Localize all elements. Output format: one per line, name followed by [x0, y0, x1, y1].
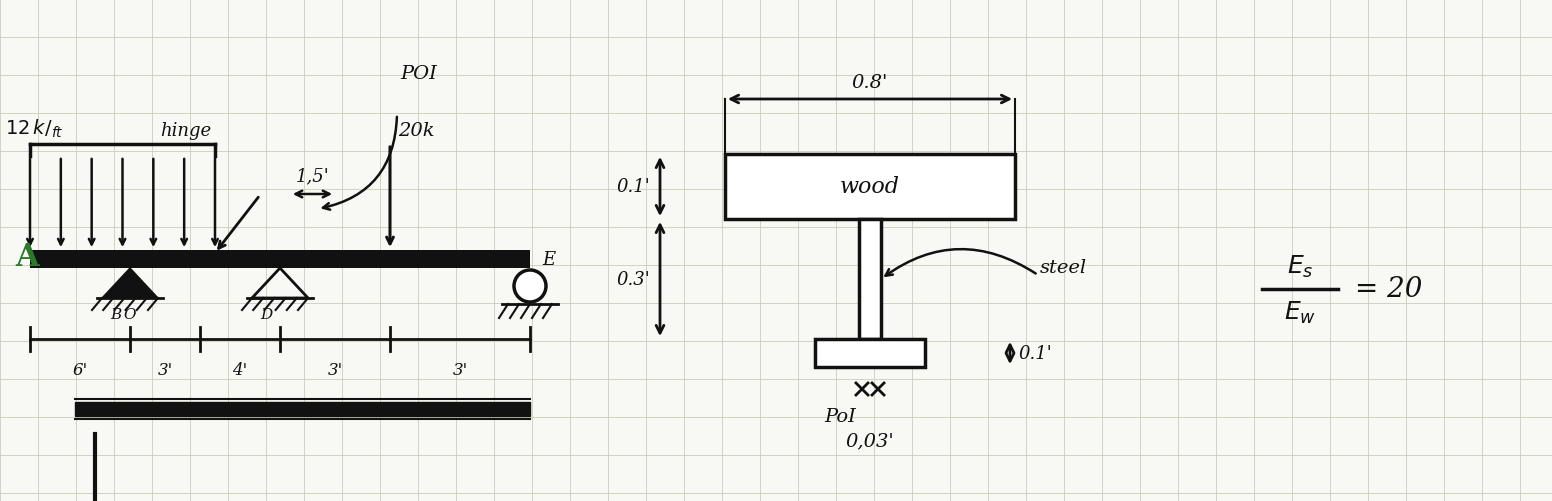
- Text: 0,03': 0,03': [846, 431, 894, 449]
- Circle shape: [514, 271, 546, 303]
- Text: $E_w$: $E_w$: [1284, 300, 1316, 326]
- Bar: [725, 155, 1015, 219]
- Text: 0.1': 0.1': [616, 178, 650, 196]
- Text: 3': 3': [157, 361, 172, 378]
- Polygon shape: [102, 269, 158, 299]
- Text: $E_s$: $E_s$: [1287, 254, 1313, 280]
- Text: C: C: [244, 253, 256, 267]
- Text: O: O: [124, 308, 137, 321]
- Text: 0.3': 0.3': [616, 271, 650, 289]
- Text: = 20: = 20: [1355, 276, 1422, 303]
- Bar: [74, 402, 529, 416]
- Text: 6': 6': [73, 361, 87, 378]
- Text: 0.8': 0.8': [852, 74, 888, 92]
- Text: POI: POI: [400, 65, 436, 83]
- Text: A: A: [16, 242, 39, 273]
- Text: $12\,k/_{ft}$: $12\,k/_{ft}$: [5, 117, 64, 140]
- Bar: [29, 250, 529, 269]
- Text: E: E: [542, 250, 556, 269]
- Text: D: D: [259, 308, 272, 321]
- Text: 4': 4': [233, 361, 248, 378]
- Text: wood: wood: [840, 176, 900, 198]
- Text: steel: steel: [1040, 259, 1086, 277]
- FancyArrowPatch shape: [323, 118, 397, 210]
- Bar: [815, 339, 925, 367]
- Text: 20k: 20k: [397, 122, 435, 140]
- Bar: [858, 219, 882, 339]
- Text: 0.1': 0.1': [1018, 344, 1052, 362]
- Text: 3': 3': [452, 361, 467, 378]
- FancyArrowPatch shape: [886, 249, 1035, 276]
- Text: hinge: hinge: [160, 122, 211, 140]
- Text: 1,5': 1,5': [295, 167, 329, 185]
- Text: 3': 3': [327, 361, 343, 378]
- Text: B: B: [110, 308, 121, 321]
- Text: PoI: PoI: [824, 407, 857, 425]
